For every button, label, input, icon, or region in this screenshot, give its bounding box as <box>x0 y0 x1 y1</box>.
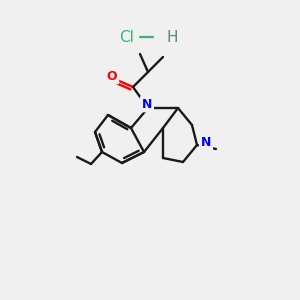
Text: O: O <box>107 70 117 83</box>
Text: N: N <box>201 136 211 149</box>
Text: N: N <box>142 98 152 110</box>
Text: Cl: Cl <box>119 29 134 44</box>
Text: H: H <box>166 29 178 44</box>
